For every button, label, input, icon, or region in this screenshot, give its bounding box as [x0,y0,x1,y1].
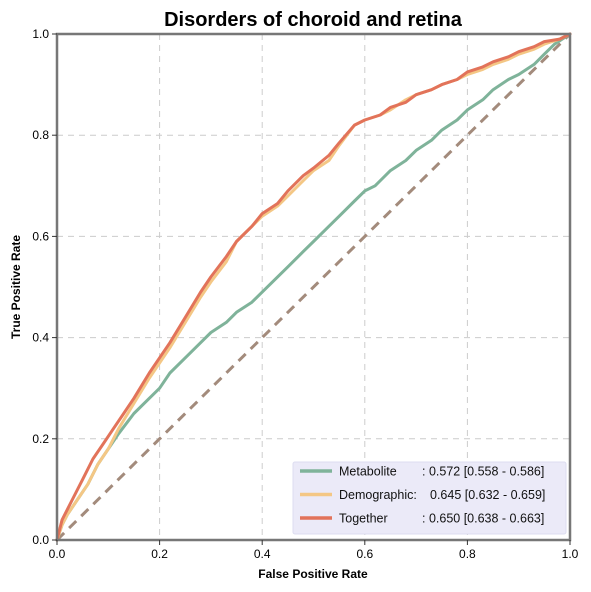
legend-stats-metabolite: : 0.572 [0.558 - 0.586] [422,465,544,479]
chance-line [55,32,572,542]
series-line-together [55,32,572,542]
legend-label-together: Together [339,512,388,526]
x-tick-label: 0.2 [151,547,168,561]
y-ticks: 0.0 0.2 0.4 0.6 0.8 1.0 [32,27,57,547]
y-tick-label: 0.2 [32,432,49,446]
series-lines [55,32,572,542]
y-tick-label: 0.6 [32,229,49,243]
series-line-metabolite [55,32,572,542]
x-axis-label: False Positive Rate [258,567,368,581]
y-tick-label: 0.8 [32,128,49,142]
plot-frame [55,32,572,542]
x-ticks: 0.0 0.2 0.4 0.6 0.8 1.0 [49,540,579,561]
y-tick-label: 0.4 [32,331,49,345]
x-tick-label: 1.0 [562,547,579,561]
legend: Metabolite : 0.572 [0.558 - 0.586] Demogra… [292,461,567,535]
legend-label-metabolite: Metabolite [339,465,397,479]
series-line-demographic [55,32,572,542]
legend-label-demographic: Demographic: [339,488,417,502]
legend-stats-demographic: 0.645 [0.632 - 0.659] [430,488,545,502]
grid-lines [57,34,570,540]
y-axis-label: True Positive Rate [9,235,23,339]
chart-title: Disorders of choroid and retina [164,9,463,31]
y-tick-label: 0.0 [32,533,49,547]
x-tick-label: 0.6 [356,547,373,561]
legend-stats-together: : 0.650 [0.638 - 0.663] [422,512,544,526]
x-tick-label: 0.0 [49,547,66,561]
x-tick-label: 0.8 [459,547,476,561]
legend-box [292,461,567,535]
y-tick-label: 1.0 [32,27,49,41]
x-tick-label: 0.4 [254,547,271,561]
